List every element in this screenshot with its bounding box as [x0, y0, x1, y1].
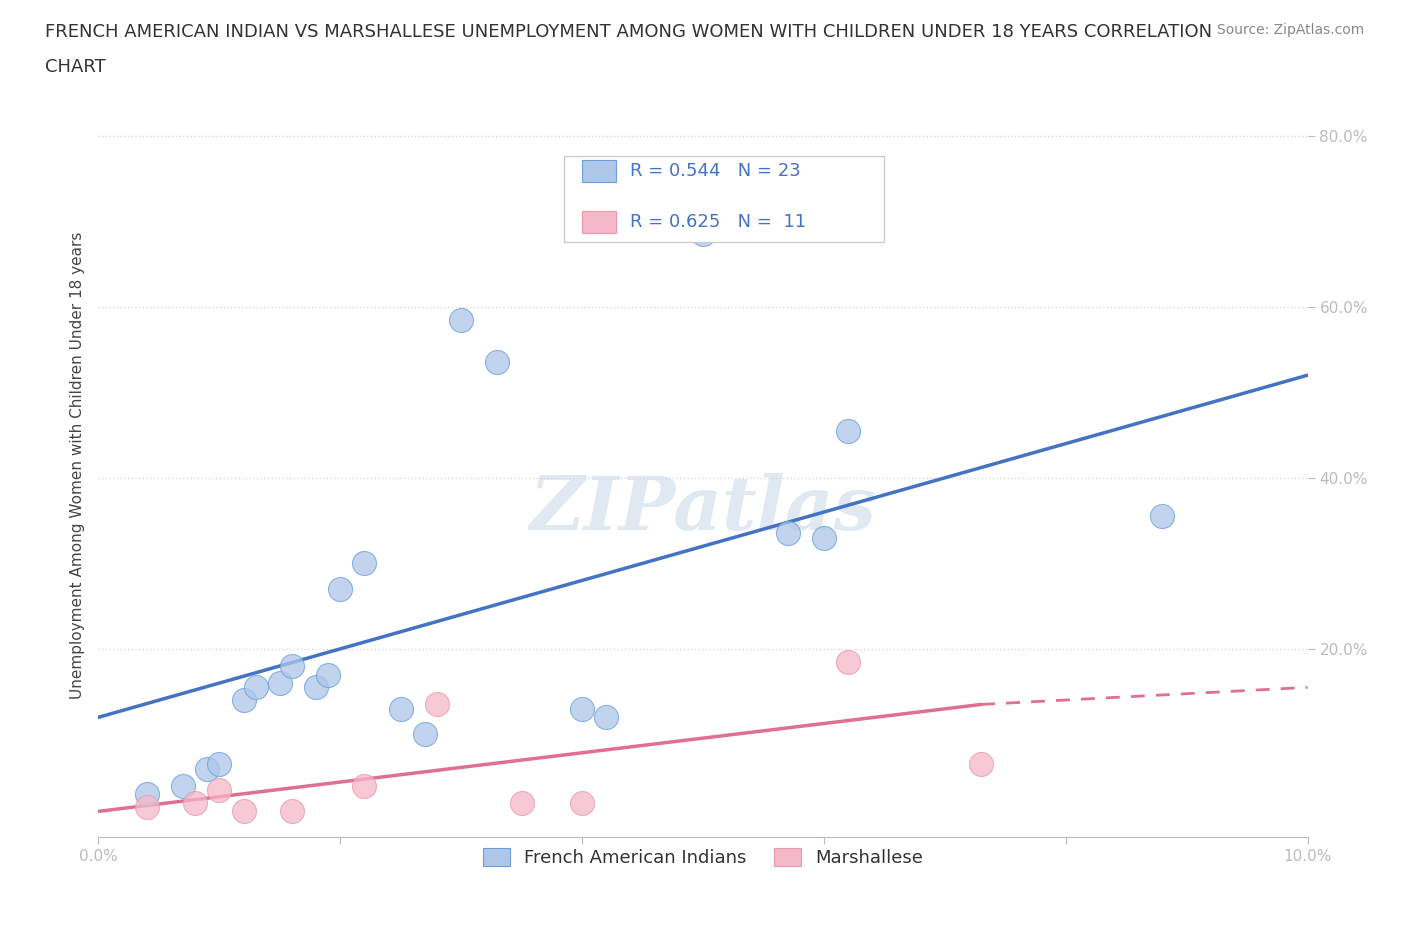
Point	[172, 778, 194, 793]
Point	[571, 701, 593, 716]
Bar	[582, 210, 616, 232]
Point	[135, 800, 157, 815]
Point	[571, 795, 593, 810]
Point	[195, 761, 218, 776]
Point	[353, 556, 375, 571]
Text: CHART: CHART	[45, 58, 105, 75]
Point	[426, 697, 449, 711]
Point	[837, 654, 859, 669]
Text: ZIPatlas: ZIPatlas	[530, 473, 876, 546]
Y-axis label: Unemployment Among Women with Children Under 18 years: Unemployment Among Women with Children U…	[69, 232, 84, 698]
Point	[813, 530, 835, 545]
Point	[389, 701, 412, 716]
Point	[353, 778, 375, 793]
Point	[510, 795, 533, 810]
Point	[184, 795, 207, 810]
FancyBboxPatch shape	[564, 156, 884, 242]
Point	[450, 312, 472, 327]
Point	[486, 355, 509, 370]
Point	[329, 581, 352, 596]
Text: R = 0.625   N =  11: R = 0.625 N = 11	[630, 213, 807, 231]
Text: Source: ZipAtlas.com: Source: ZipAtlas.com	[1216, 23, 1364, 37]
Point	[776, 526, 799, 541]
Point	[595, 710, 617, 724]
Point	[135, 787, 157, 802]
Point	[232, 693, 254, 708]
Point	[316, 667, 339, 682]
Point	[232, 804, 254, 818]
Point	[208, 757, 231, 772]
Point	[305, 680, 328, 695]
Text: R = 0.544   N = 23: R = 0.544 N = 23	[630, 162, 801, 180]
Point	[692, 227, 714, 242]
Point	[208, 782, 231, 797]
Point	[269, 675, 291, 690]
Point	[413, 727, 436, 742]
Text: FRENCH AMERICAN INDIAN VS MARSHALLESE UNEMPLOYMENT AMONG WOMEN WITH CHILDREN UND: FRENCH AMERICAN INDIAN VS MARSHALLESE UN…	[45, 23, 1212, 41]
Legend: French American Indians, Marshallese: French American Indians, Marshallese	[474, 839, 932, 876]
Bar	[582, 160, 616, 182]
Point	[970, 757, 993, 772]
Point	[281, 804, 304, 818]
Point	[1152, 509, 1174, 524]
Point	[281, 658, 304, 673]
Point	[245, 680, 267, 695]
Point	[837, 423, 859, 438]
